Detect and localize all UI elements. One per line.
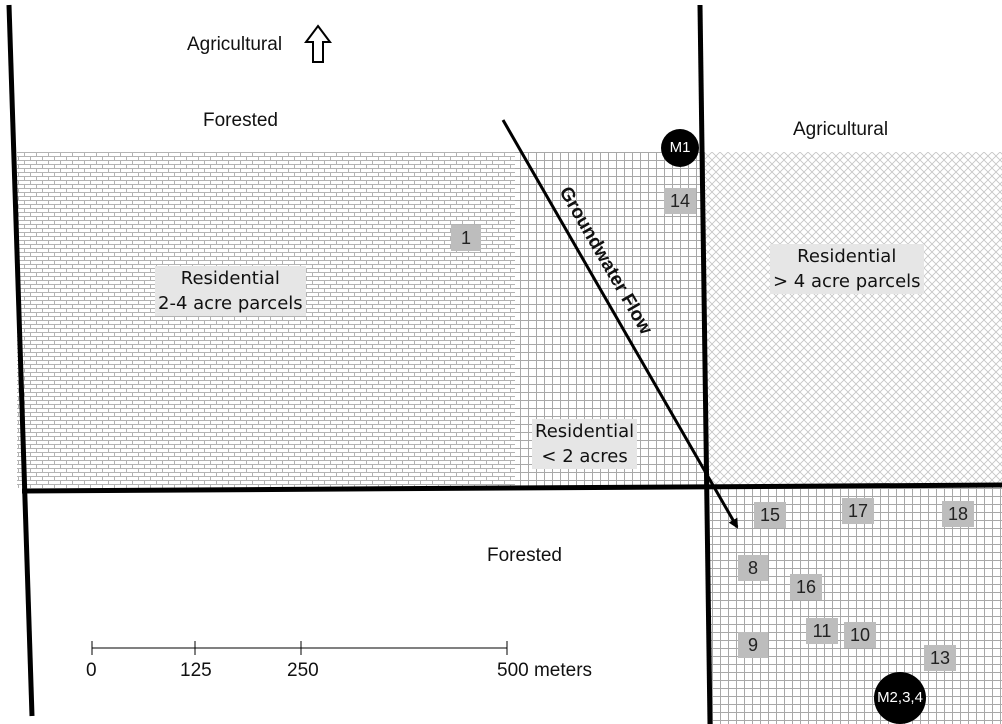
sample-site-8: 8 <box>738 555 768 581</box>
residential-east-line2: > 4 acre parcels <box>773 271 921 292</box>
east-west-boundary-line <box>21 482 1002 494</box>
sample-site-1: 1 <box>451 225 481 251</box>
scale-label-0: 0 <box>86 660 97 681</box>
sample-site-15: 15 <box>754 502 786 528</box>
residential-center-line1: Residential <box>535 421 635 442</box>
sample-site-9: 9 <box>738 632 768 658</box>
scale-label-250: 250 <box>287 660 319 681</box>
sample-site-16: 16 <box>790 574 822 600</box>
scale-label-500: 500 meters <box>497 660 593 681</box>
sample-site-18: 18 <box>942 501 974 527</box>
sample-site-17: 17 <box>842 498 874 524</box>
scale-bar <box>91 641 508 655</box>
residential-west-line1: Residential <box>180 268 280 289</box>
sample-site-10: 10 <box>844 622 876 648</box>
forested-north-label: Forested <box>203 110 278 131</box>
west-boundary-line <box>6 4 35 717</box>
residential-west-line2: 2-4 acre parcels <box>158 293 303 314</box>
monitoring-well-m1: M1 <box>661 129 699 167</box>
sample-site-14: 14 <box>664 188 696 214</box>
residential-over-4-acre-area <box>705 152 1002 486</box>
residential-center-line2: < 2 acres <box>541 446 628 467</box>
residential-center-label: Residential < 2 acres <box>532 419 638 469</box>
forested-south-label: Forested <box>487 545 562 566</box>
scale-label-125: 125 <box>180 660 212 681</box>
north-arrow-icon <box>304 24 332 63</box>
sample-site-11: 11 <box>806 618 838 644</box>
central-boundary-line <box>697 4 713 724</box>
sample-site-13: 13 <box>924 645 956 671</box>
residential-east-line1: Residential <box>797 246 897 267</box>
residential-east-label: Residential > 4 acre parcels <box>770 244 924 294</box>
monitoring-well-m2-3-4: M2,3,4 <box>874 672 926 724</box>
residential-2-4-acre-area <box>17 152 515 488</box>
agricultural-east-label: Agricultural <box>793 119 889 140</box>
groundwater-flow-arrow <box>501 119 739 529</box>
agricultural-north-label: Agricultural <box>187 34 283 55</box>
residential-west-label: Residential 2-4 acre parcels <box>155 266 306 316</box>
